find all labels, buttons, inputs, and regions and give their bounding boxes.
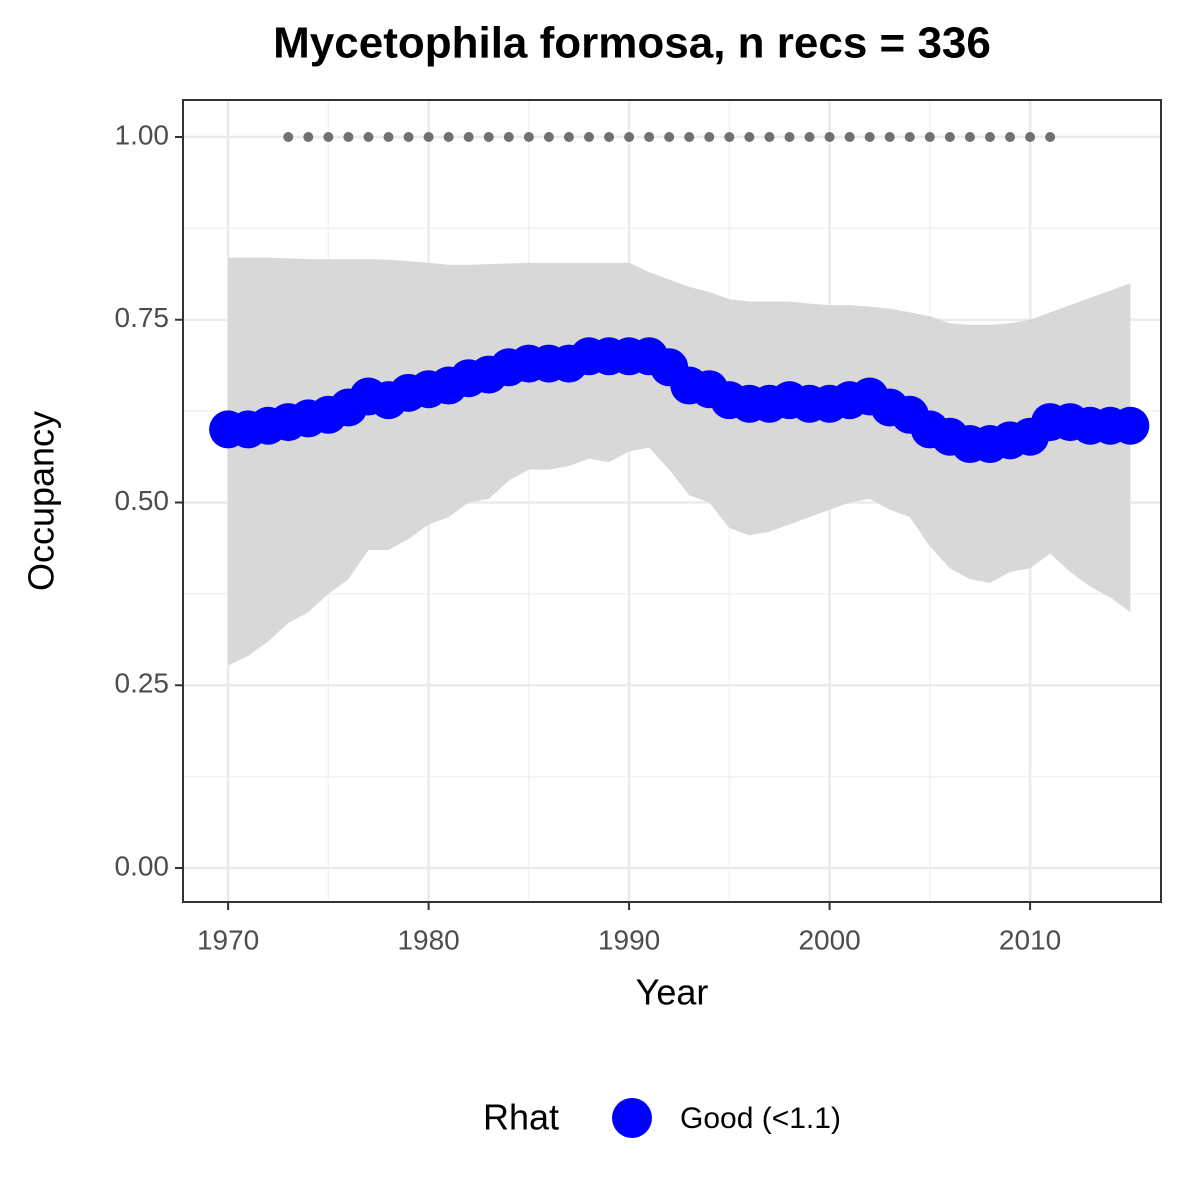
legend-symbol [612,1098,652,1138]
record-point [443,131,454,142]
record-point [764,131,775,142]
record-point [423,131,434,142]
record-point [323,131,334,142]
record-point [924,131,935,142]
record-point [844,131,855,142]
record-point [904,131,915,142]
legend-label: Good (<1.1) [680,1102,841,1135]
x-tick-label: 1990 [598,924,660,955]
record-point [483,131,494,142]
record-point [824,131,835,142]
record-point [604,131,615,142]
record-point [303,131,314,142]
record-point [363,131,374,142]
y-tick-label: 0.25 [115,668,170,699]
series-point [1111,406,1150,445]
record-point [1005,131,1016,142]
record-point [543,131,554,142]
record-point [463,131,474,142]
x-axis-title: Year [636,972,709,1013]
y-tick-label: 1.00 [115,119,170,150]
y-axis-title: Occupancy [21,411,62,591]
y-tick-label: 0.50 [115,485,170,516]
chart-title: Mycetophila formosa, n recs = 336 [273,19,991,68]
legend-title: Rhat [483,1097,559,1138]
x-tick-label: 2000 [798,924,860,955]
record-point [704,131,715,142]
record-point [624,131,635,142]
y-tick-label: 0.00 [115,850,170,881]
record-point [864,131,875,142]
record-point [583,131,594,142]
record-point [744,131,755,142]
record-point [884,131,895,142]
record-point [804,131,815,142]
record-point [403,131,414,142]
x-tick-label: 1970 [197,924,259,955]
plot-layer [183,100,1161,902]
record-point [944,131,955,142]
record-point [503,131,514,142]
record-point [563,131,574,142]
confidence-band [228,257,1131,666]
record-point [283,131,294,142]
record-point [724,131,735,142]
x-tick-label: 1980 [397,924,459,955]
y-tick-label: 0.75 [115,302,170,333]
record-point [383,131,394,142]
record-point [964,131,975,142]
record-point [644,131,655,142]
record-point [784,131,795,142]
record-point [684,131,695,142]
record-point [664,131,675,142]
record-point [1025,131,1036,142]
x-tick-label: 2010 [999,924,1061,955]
record-point [984,131,995,142]
record-point [343,131,354,142]
record-point [1045,131,1056,142]
record-point [523,131,534,142]
plot-border [182,99,1162,903]
